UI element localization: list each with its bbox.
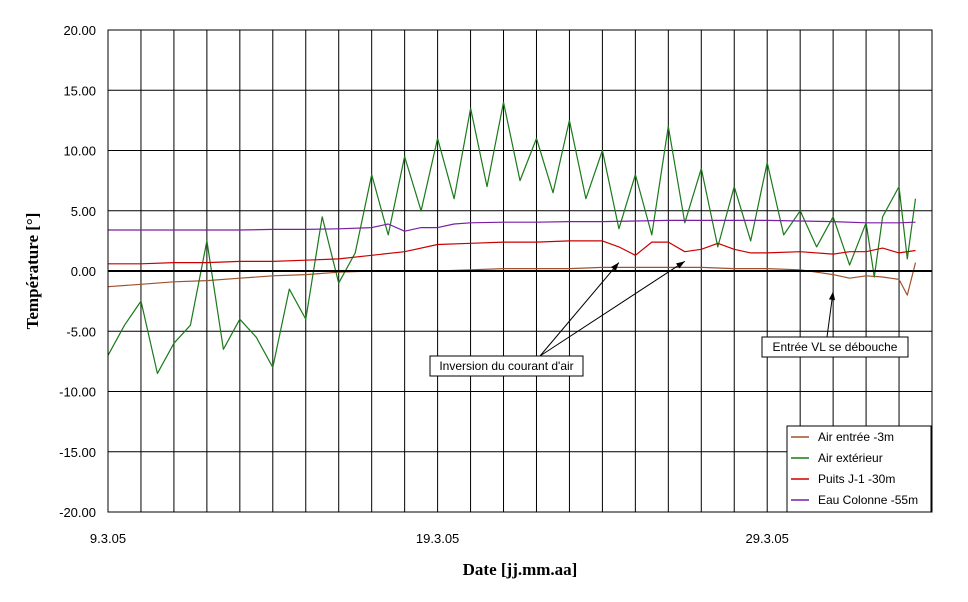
legend-entry: Air extérieur [818,451,883,465]
series-lines [107,101,917,374]
plot-border [107,29,933,513]
annotation-arrow-head [611,262,619,271]
y-tick-labels: 20.00 15.00 10.00 5.00 0.00 -5.00 -10.00 -15.00… [59,23,96,520]
annotation-text: Entrée VL se débouche [773,340,898,354]
legend-entry: Eau Colonne -55m [818,493,918,507]
x-tick-label: 9.3.05 [90,531,126,546]
y-tick-label: 10.00 [63,144,96,159]
annotation-arrow-head [828,291,836,301]
annotation-arrow-head [676,261,685,269]
y-tick-label: -10.00 [59,385,96,400]
annotation-inversion: Inversion du courant d'air [429,260,686,377]
y-tick-label: -20.00 [59,505,96,520]
series-line-4 [108,219,916,232]
series-line-2 [107,101,917,374]
legend-box [786,425,932,513]
x-tick-label: 29.3.05 [746,531,789,546]
annotation-arrow-line [539,260,686,357]
annotation-box [429,355,584,377]
annotation-box [761,336,909,358]
legend: Air entrée -3m Air extérieur Puits J-1 -30… [786,425,932,513]
y-tick-label: 20.00 [63,23,96,38]
x-tick-labels: 9.3.05 19.3.05 29.3.05 [90,531,789,546]
y-tick-label: 5.00 [71,204,96,219]
annotation-arrow-line [539,262,620,357]
annotations: Inversion du courant d'air Entrée VL se d… [429,260,909,377]
y-tick-label: 15.00 [63,83,96,98]
annotation-text: Inversion du courant d'air [439,359,573,373]
y-tick-label: -15.00 [59,445,96,460]
y-tick-label: -5.00 [66,324,96,339]
legend-entry: Puits J-1 -30m [818,472,895,486]
y-tick-label: 0.00 [71,264,96,279]
legend-entry: Air entrée -3m [818,430,894,444]
y-axis-label: Température [°] [23,213,42,330]
series-line-3 [108,240,916,265]
x-axis-label: Date [jj.mm.aa] [463,560,578,579]
annotation-entree-vl: Entrée VL se débouche [761,291,909,358]
x-tick-label: 19.3.05 [416,531,459,546]
series-line-1 [107,262,917,296]
